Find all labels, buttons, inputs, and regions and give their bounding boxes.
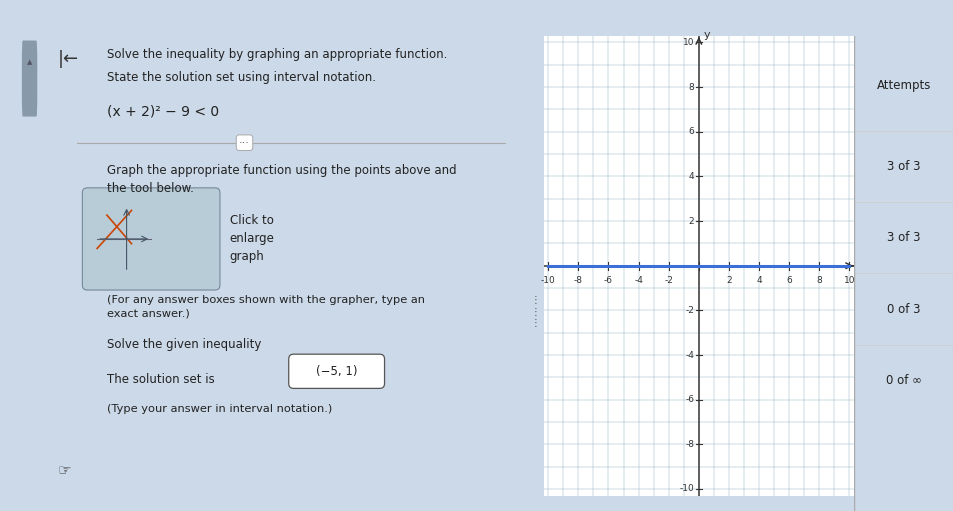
Text: 2: 2 <box>725 276 731 285</box>
Text: Solve the given inequality: Solve the given inequality <box>107 338 261 351</box>
Text: 0 of 3: 0 of 3 <box>886 303 920 315</box>
Text: ▲: ▲ <box>27 59 32 65</box>
Text: The solution set is: The solution set is <box>107 373 218 386</box>
FancyBboxPatch shape <box>289 354 384 388</box>
Text: Graph the appropriate function using the points above and
the tool below.: Graph the appropriate function using the… <box>107 164 456 195</box>
Text: ···: ··· <box>239 137 250 148</box>
Text: 8: 8 <box>816 276 821 285</box>
Text: -10: -10 <box>540 276 555 285</box>
Text: -2: -2 <box>684 306 694 315</box>
Text: (x + 2)² − 9 < 0: (x + 2)² − 9 < 0 <box>107 105 219 119</box>
Text: 0 of ∞: 0 of ∞ <box>885 374 921 387</box>
Text: Click to
enlarge
graph: Click to enlarge graph <box>230 215 274 264</box>
Text: -8: -8 <box>684 440 694 449</box>
Text: 4: 4 <box>756 276 761 285</box>
Text: 4: 4 <box>688 172 694 181</box>
Text: -4: -4 <box>634 276 642 285</box>
FancyBboxPatch shape <box>82 188 220 290</box>
Text: |←: |← <box>58 50 79 68</box>
Text: -8: -8 <box>574 276 582 285</box>
Text: y: y <box>702 30 709 40</box>
Text: (Type your answer in interval notation.): (Type your answer in interval notation.) <box>107 404 332 414</box>
Text: -2: -2 <box>663 276 673 285</box>
Text: State the solution set using interval notation.: State the solution set using interval no… <box>107 72 375 84</box>
Text: 6: 6 <box>688 127 694 136</box>
Text: -6: -6 <box>684 395 694 404</box>
Text: (For any answer boxes shown with the grapher, type an
exact answer.): (For any answer boxes shown with the gra… <box>107 295 424 319</box>
Text: -10: -10 <box>679 484 694 494</box>
Text: 8: 8 <box>688 83 694 91</box>
Text: 2: 2 <box>688 217 694 225</box>
Text: -4: -4 <box>684 351 694 360</box>
FancyBboxPatch shape <box>22 40 37 117</box>
Text: 10: 10 <box>682 38 694 47</box>
Text: 3 of 3: 3 of 3 <box>886 231 920 244</box>
Text: -6: -6 <box>603 276 613 285</box>
Text: 10: 10 <box>842 276 854 285</box>
Text: ☞: ☞ <box>58 463 71 478</box>
Text: Solve the inequality by graphing an appropriate function.: Solve the inequality by graphing an appr… <box>107 48 447 61</box>
Text: 3 of 3: 3 of 3 <box>886 160 920 173</box>
Text: (−5, 1): (−5, 1) <box>315 365 357 378</box>
Text: ⋮
⋮
⋮: ⋮ ⋮ ⋮ <box>530 295 539 328</box>
Text: 6: 6 <box>785 276 791 285</box>
Text: Attempts: Attempts <box>876 79 930 92</box>
